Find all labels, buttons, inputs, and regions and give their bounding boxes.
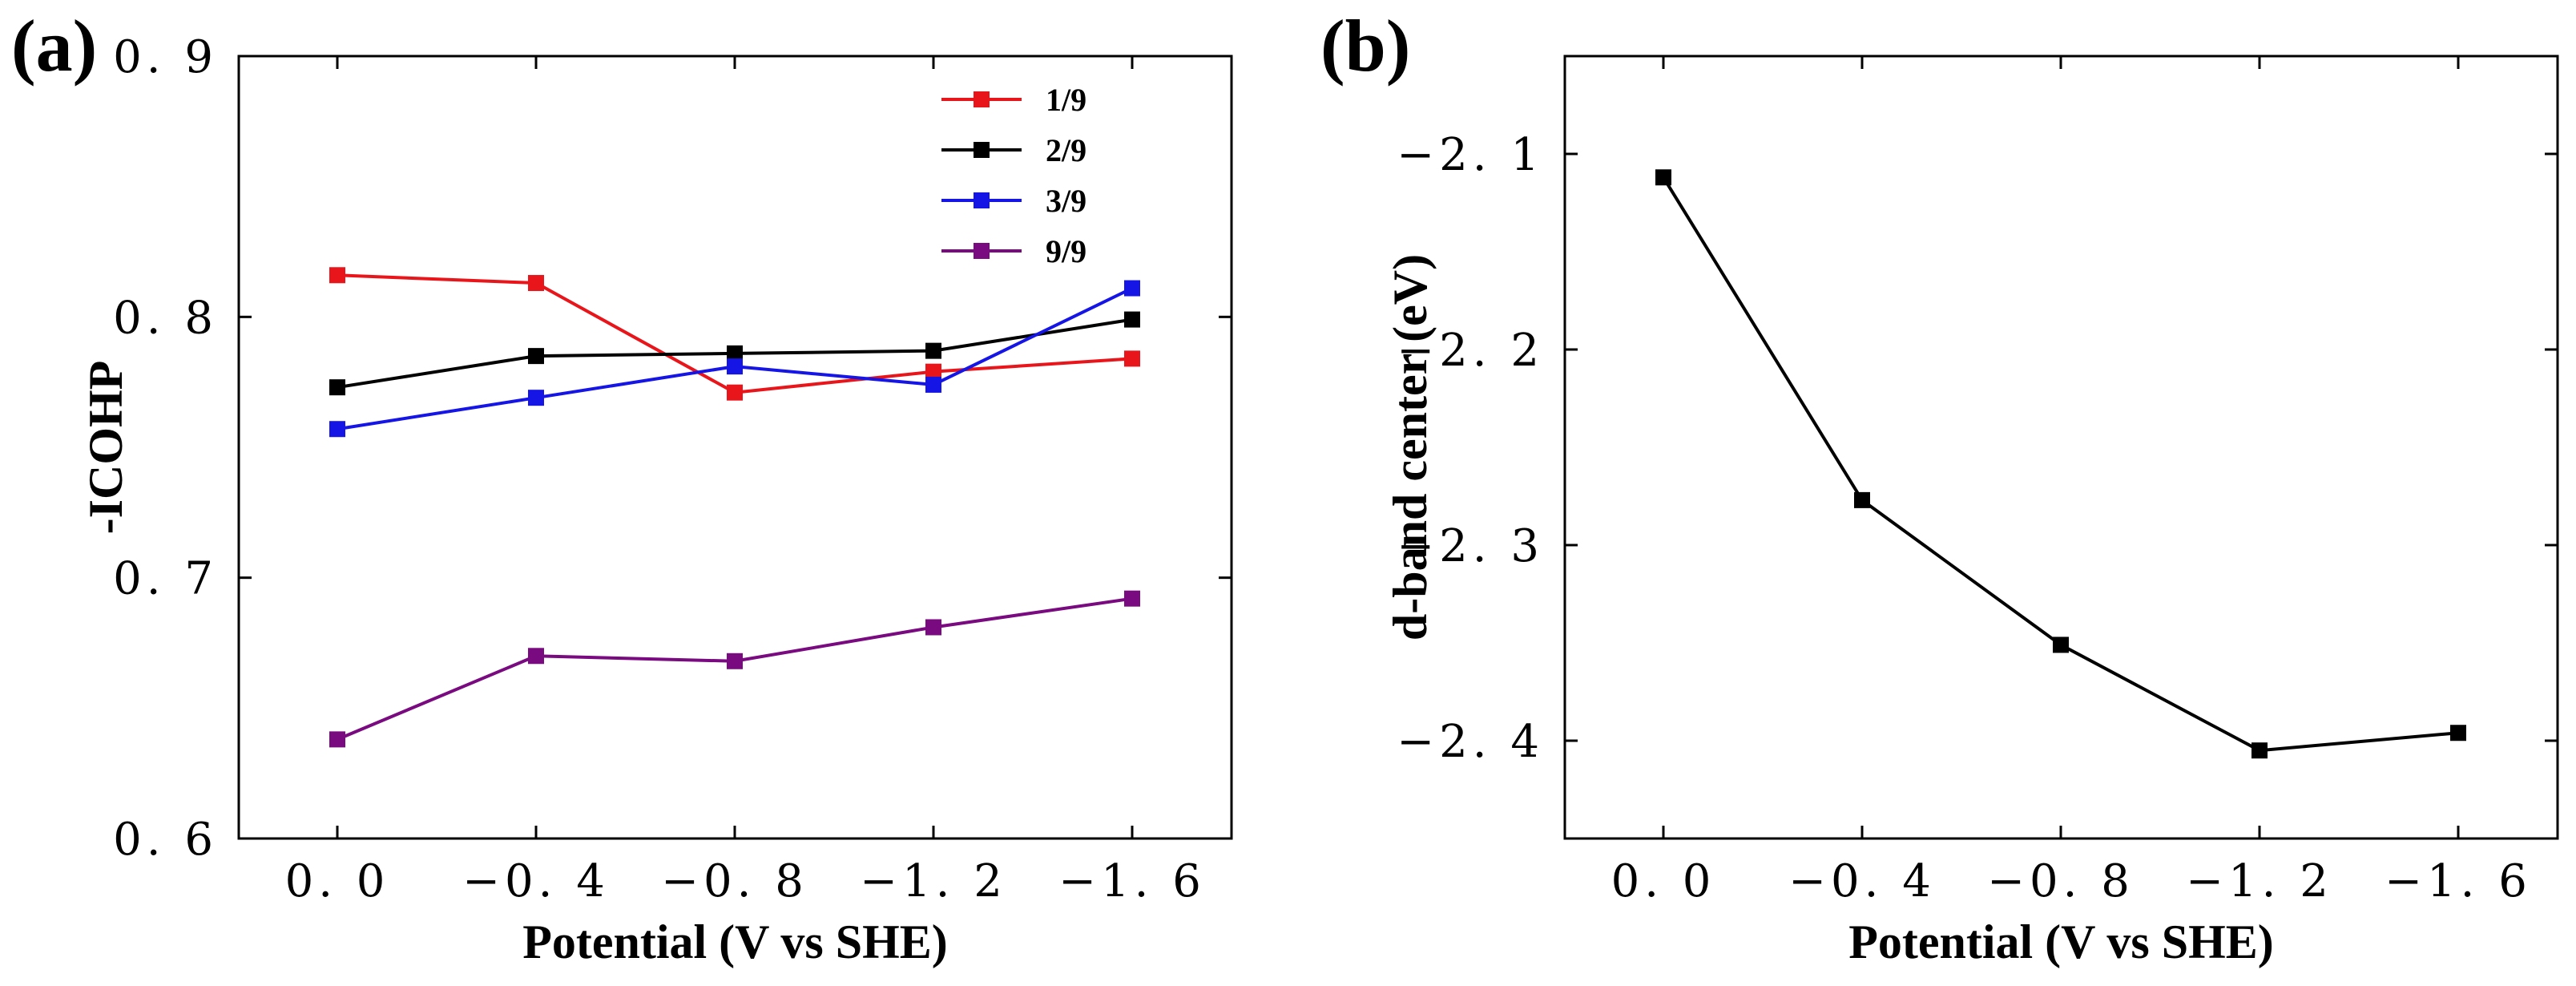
legend-label: 9/9 bbox=[1046, 233, 1086, 269]
panel-label-b: (b) bbox=[1320, 5, 1410, 87]
data-point bbox=[329, 267, 345, 284]
series-line bbox=[1662, 176, 2459, 753]
y-axis-label: -ICOHP bbox=[79, 361, 132, 535]
x-tick-label: −0. 8 bbox=[661, 855, 808, 907]
y-tick-label: 0. 6 bbox=[113, 814, 218, 866]
series-line bbox=[337, 273, 1133, 394]
legend-marker bbox=[974, 142, 990, 158]
legend-marker bbox=[974, 243, 990, 259]
data-point bbox=[1124, 311, 1140, 328]
data-point bbox=[528, 390, 544, 406]
data-point bbox=[1124, 280, 1140, 297]
chart-panel-a: 0. 0 −0. 4 −0. 8 −1. 2 −1. 6 0. 6 0. 7 0. 8 0. 9… bbox=[79, 31, 1233, 968]
legend-marker bbox=[974, 192, 990, 208]
data-point bbox=[925, 619, 941, 636]
y-tick-label: −2. 4 bbox=[1397, 716, 1544, 768]
data-point bbox=[329, 421, 345, 438]
data-point bbox=[1124, 350, 1140, 367]
legend-label: 1/9 bbox=[1046, 82, 1086, 118]
x-axis-label: Potential (V vs SHE) bbox=[522, 915, 948, 968]
data-point bbox=[329, 379, 345, 396]
plot-frame bbox=[237, 55, 1233, 840]
x-tick-label: −1. 2 bbox=[860, 855, 1007, 907]
y-axis-label: d-band center (eV) bbox=[1384, 254, 1437, 640]
data-point bbox=[925, 342, 941, 359]
legend-label: 3/9 bbox=[1046, 183, 1086, 219]
data-point bbox=[925, 376, 941, 393]
data-point bbox=[528, 348, 544, 365]
legend-label: 2/9 bbox=[1046, 132, 1086, 168]
legend-marker bbox=[974, 91, 990, 107]
data-point bbox=[1854, 491, 1870, 508]
data-point bbox=[727, 345, 743, 362]
data-point bbox=[2053, 636, 2069, 653]
data-point bbox=[528, 648, 544, 665]
data-point bbox=[1124, 590, 1140, 607]
data-point bbox=[727, 653, 743, 669]
x-tick-label: −1. 6 bbox=[1058, 855, 1206, 907]
x-tick-label: 0. 0 bbox=[1611, 855, 1716, 907]
y-tick-label: −2. 3 bbox=[1397, 520, 1544, 572]
x-tick-label: −1. 6 bbox=[2385, 855, 2532, 907]
x-tick-label: −1. 2 bbox=[2186, 855, 2333, 907]
data-point bbox=[2251, 742, 2268, 759]
y-tick-label: −2. 1 bbox=[1397, 129, 1544, 181]
data-point bbox=[2450, 725, 2466, 742]
data-point bbox=[329, 731, 345, 748]
x-tick-label: 0. 0 bbox=[285, 855, 390, 907]
y-tick-label: 0. 7 bbox=[113, 553, 218, 605]
x-axis-label: Potential (V vs SHE) bbox=[1848, 915, 2274, 968]
data-point bbox=[528, 275, 544, 292]
plot-frame bbox=[1563, 55, 2559, 840]
chart-panel-b: 0. 0 −0. 4 −0. 8 −1. 2 −1. 6 −2. 1 −2. 2 −2. 3 −… bbox=[1384, 55, 2559, 968]
panel-label-a: (a) bbox=[11, 5, 97, 87]
y-tick-label: 0. 9 bbox=[113, 31, 218, 83]
x-tick-label: −0. 8 bbox=[1987, 855, 2135, 907]
x-tick-label: −0. 4 bbox=[462, 855, 610, 907]
data-point bbox=[727, 384, 743, 401]
data-point bbox=[1655, 169, 1671, 186]
y-tick-label: 0. 8 bbox=[113, 292, 218, 344]
x-tick-label: −0. 4 bbox=[1788, 855, 1936, 907]
data-point bbox=[727, 358, 743, 375]
y-tick-label: −2. 2 bbox=[1397, 325, 1544, 377]
data-point bbox=[925, 363, 941, 380]
